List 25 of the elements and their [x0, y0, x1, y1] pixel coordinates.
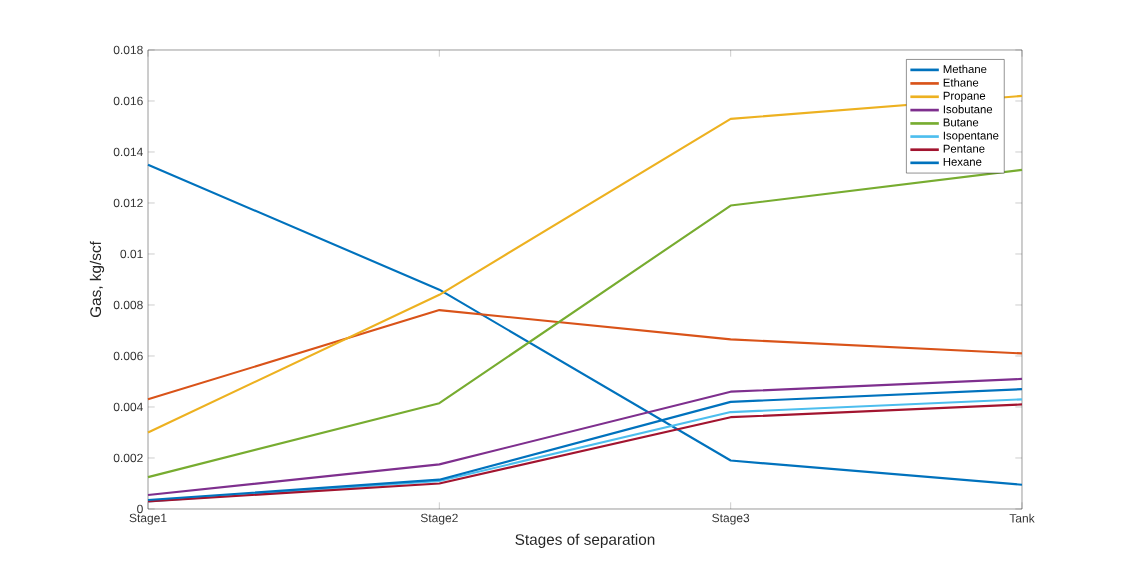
x-tick-label: Stage1 [129, 513, 167, 525]
y-tick-label: 0.012 [113, 198, 143, 208]
legend-label: Isobutane [943, 104, 993, 114]
y-tick-label: 0.016 [113, 96, 143, 106]
legend-label: Pentane [943, 144, 985, 153]
y-tick-label: 0.018 [113, 45, 143, 55]
y-tick-label: 0.002 [113, 453, 143, 463]
y-axis-title: Gas, kg/scf [89, 241, 105, 318]
legend-label: Methane [943, 64, 987, 74]
legend-label: Hexane [943, 157, 982, 166]
y-tick-label: 0 [137, 504, 143, 514]
x-tick-label: Tank [1009, 513, 1035, 523]
y-tick-label: 0.01 [120, 249, 143, 259]
y-tick-label: 0.004 [113, 402, 143, 412]
y-tick-label: 0.006 [113, 351, 143, 361]
x-tick-label: Stage3 [712, 513, 750, 525]
legend-label: Butane [943, 118, 979, 127]
legend-label: Isopentane [943, 131, 999, 142]
y-tick-label: 0.014 [113, 147, 143, 157]
y-tick-label: 0.008 [113, 300, 143, 310]
line-series [146, 309, 1024, 401]
legend-label: Propane [943, 91, 986, 103]
x-axis-title: Stages of separation [515, 533, 655, 549]
x-tick-label: Stage2 [420, 513, 458, 525]
legend-label: Ethane [943, 78, 979, 87]
